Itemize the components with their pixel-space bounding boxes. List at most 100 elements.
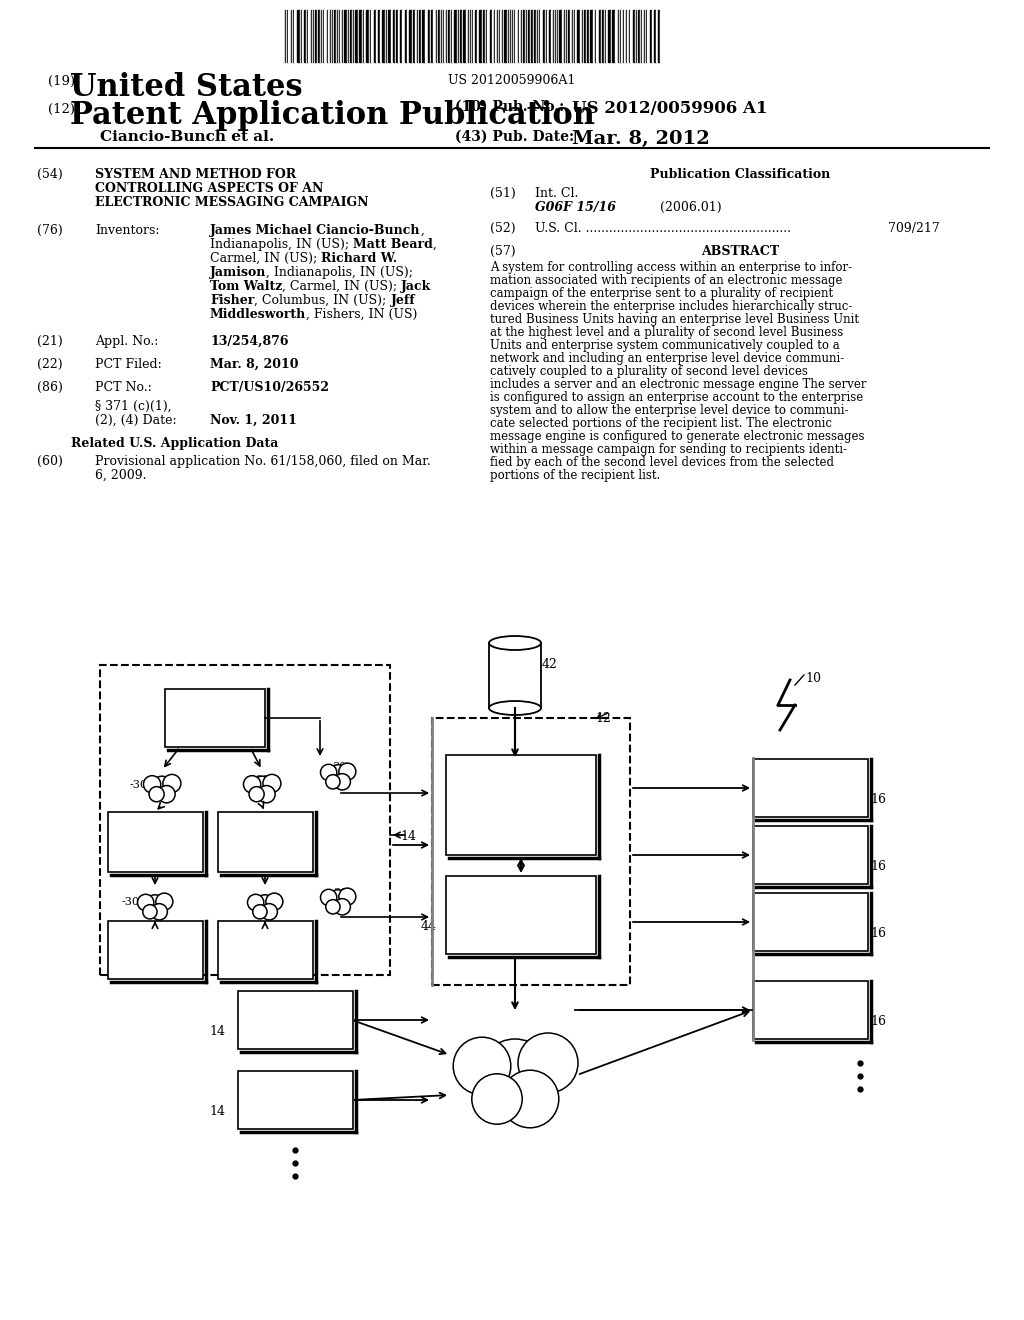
Bar <box>559 11 562 62</box>
Text: (52): (52) <box>490 222 516 235</box>
Text: -30: -30 <box>130 780 148 789</box>
Text: (10) Pub. No.:: (10) Pub. No.: <box>455 100 564 114</box>
Circle shape <box>261 904 278 920</box>
Bar <box>100 665 390 975</box>
Bar <box>407 11 409 62</box>
Bar <box>753 826 867 884</box>
Text: 16: 16 <box>870 927 886 940</box>
Text: (57): (57) <box>490 246 516 257</box>
Text: 40: 40 <box>559 830 575 843</box>
Bar <box>324 11 327 62</box>
Bar <box>575 11 577 62</box>
Bar <box>479 11 482 62</box>
Text: ,: , <box>421 224 424 238</box>
Circle shape <box>321 764 337 780</box>
Bar <box>297 11 300 62</box>
Text: Jeff: Jeff <box>390 294 416 308</box>
Text: (60): (60) <box>37 455 62 469</box>
Bar <box>656 11 658 62</box>
Bar <box>523 11 525 62</box>
Bar <box>449 11 450 62</box>
Bar <box>475 11 477 62</box>
Bar <box>238 1071 352 1129</box>
Bar <box>590 11 593 62</box>
Text: A system for controlling access within an enterprise to infor-: A system for controlling access within a… <box>490 261 852 275</box>
Text: United States: United States <box>70 73 303 103</box>
Bar <box>400 11 402 62</box>
Text: 16: 16 <box>870 1015 886 1028</box>
Text: 14: 14 <box>210 1105 225 1118</box>
Text: PCT No.:: PCT No.: <box>95 381 152 393</box>
Text: Nov. 1, 2011: Nov. 1, 2011 <box>210 414 297 426</box>
Circle shape <box>143 776 161 793</box>
Circle shape <box>518 1034 578 1093</box>
Text: , Fishers, IN (US): , Fishers, IN (US) <box>306 308 418 321</box>
Text: portions of the recipient list.: portions of the recipient list. <box>490 469 660 482</box>
Bar <box>108 812 203 873</box>
Text: , Columbus, IN (US);: , Columbus, IN (US); <box>254 294 390 308</box>
Bar <box>308 11 311 62</box>
Bar <box>422 11 425 62</box>
Text: network and including an enterprise level device communi-: network and including an enterprise leve… <box>490 352 844 366</box>
Text: Tom Waltz: Tom Waltz <box>210 280 283 293</box>
Bar <box>534 11 536 62</box>
Bar <box>495 11 497 62</box>
Text: mation associated with recipients of an electronic message: mation associated with recipients of an … <box>490 275 843 286</box>
Bar <box>647 11 650 62</box>
Bar <box>217 921 312 979</box>
Bar <box>355 11 358 62</box>
Text: ABSTRACT: ABSTRACT <box>701 246 779 257</box>
Text: (76): (76) <box>37 224 62 238</box>
Bar <box>466 11 468 62</box>
Text: campaign of the enterprise sent to a plurality of recipient: campaign of the enterprise sent to a plu… <box>490 286 834 300</box>
Text: -30: -30 <box>122 898 140 907</box>
Circle shape <box>501 1071 559 1127</box>
Circle shape <box>137 894 154 911</box>
Text: (43) Pub. Date:: (43) Pub. Date: <box>455 129 574 144</box>
Bar <box>217 812 312 873</box>
Text: (12): (12) <box>48 103 75 116</box>
Text: (51): (51) <box>490 187 516 201</box>
Bar <box>593 11 595 62</box>
Text: 30: 30 <box>255 775 269 785</box>
Text: 20: 20 <box>202 718 218 730</box>
Bar <box>415 11 417 62</box>
Text: Provisional application No. 61/158,060, filed on Mar.: Provisional application No. 61/158,060, … <box>95 455 431 469</box>
Text: Jamison: Jamison <box>210 267 266 279</box>
Circle shape <box>150 787 164 801</box>
Circle shape <box>328 764 348 785</box>
Circle shape <box>326 900 340 913</box>
Text: 14: 14 <box>210 1026 225 1038</box>
Text: (22): (22) <box>37 358 62 371</box>
Bar <box>433 11 436 62</box>
Bar <box>108 921 203 979</box>
Text: , Carmel, IN (US);: , Carmel, IN (US); <box>283 280 401 293</box>
Bar <box>570 11 572 62</box>
Bar <box>366 11 369 62</box>
Text: Carmel, IN (US);: Carmel, IN (US); <box>210 252 322 265</box>
Bar <box>753 981 867 1039</box>
Text: SYSTEM AND METHOD FOR: SYSTEM AND METHOD FOR <box>95 168 296 181</box>
Bar <box>380 11 382 62</box>
Bar <box>406 11 407 62</box>
Bar <box>624 11 626 62</box>
Bar <box>483 11 485 62</box>
Circle shape <box>142 904 157 919</box>
Bar <box>374 11 376 62</box>
Text: 22: 22 <box>142 842 158 854</box>
Bar <box>551 11 553 62</box>
Bar <box>577 11 580 62</box>
Bar <box>446 755 596 855</box>
Bar <box>599 11 601 62</box>
Bar <box>452 11 454 62</box>
Text: (21): (21) <box>37 335 62 348</box>
Bar <box>487 11 490 62</box>
Bar <box>409 11 412 62</box>
Circle shape <box>334 899 350 915</box>
Text: 16: 16 <box>870 861 886 873</box>
Text: Int. Cl.: Int. Cl. <box>535 187 579 201</box>
Text: PCT Filed:: PCT Filed: <box>95 358 162 371</box>
Bar <box>446 876 596 954</box>
Bar <box>473 11 475 62</box>
Bar <box>615 11 618 62</box>
